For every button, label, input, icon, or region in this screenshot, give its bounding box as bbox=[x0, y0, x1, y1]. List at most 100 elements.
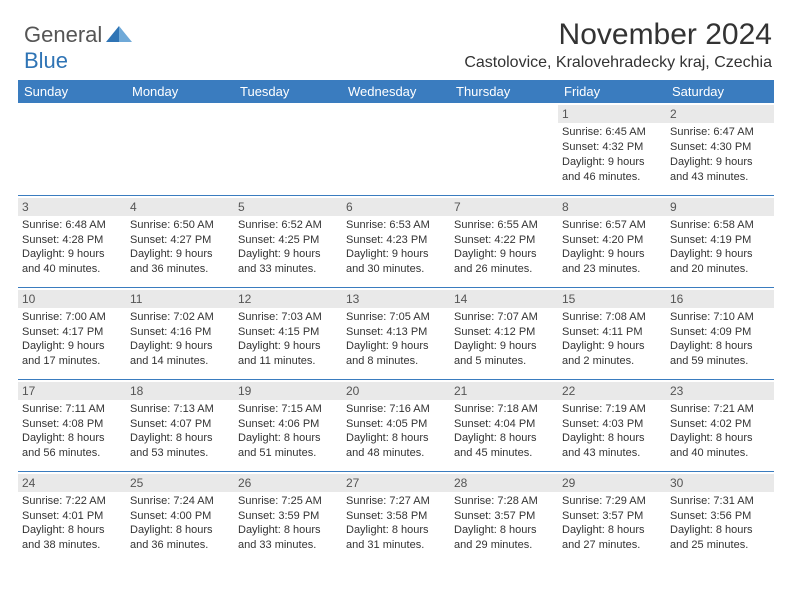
day-number: 7 bbox=[450, 198, 558, 216]
daylight-text: Daylight: 8 hours bbox=[130, 523, 230, 538]
calendar-cell: 10Sunrise: 7:00 AMSunset: 4:17 PMDayligh… bbox=[18, 287, 126, 379]
calendar-cell: 5Sunrise: 6:52 AMSunset: 4:25 PMDaylight… bbox=[234, 195, 342, 287]
daylight-text: Daylight: 8 hours bbox=[346, 431, 446, 446]
daylight-text: Daylight: 9 hours bbox=[562, 247, 662, 262]
day-number: 3 bbox=[18, 198, 126, 216]
day-number: 8 bbox=[558, 198, 666, 216]
col-fri: Friday bbox=[558, 80, 666, 103]
daylight-text: and 59 minutes. bbox=[670, 354, 770, 369]
sunset-text: Sunset: 3:59 PM bbox=[238, 509, 338, 524]
daylight-text: Daylight: 9 hours bbox=[562, 155, 662, 170]
calendar-cell: 22Sunrise: 7:19 AMSunset: 4:03 PMDayligh… bbox=[558, 379, 666, 471]
daylight-text: and 45 minutes. bbox=[454, 446, 554, 461]
day-number: 25 bbox=[126, 474, 234, 492]
daylight-text: and 36 minutes. bbox=[130, 262, 230, 277]
sunrise-text: Sunrise: 7:31 AM bbox=[670, 494, 770, 509]
sunrise-text: Sunrise: 7:29 AM bbox=[562, 494, 662, 509]
sunset-text: Sunset: 4:03 PM bbox=[562, 417, 662, 432]
location-text: Castolovice, Kralovehradecky kraj, Czech… bbox=[464, 54, 772, 72]
sunrise-text: Sunrise: 7:22 AM bbox=[22, 494, 122, 509]
day-number: 18 bbox=[126, 382, 234, 400]
daylight-text: Daylight: 8 hours bbox=[670, 339, 770, 354]
daylight-text: Daylight: 8 hours bbox=[670, 523, 770, 538]
sunrise-text: Sunrise: 7:25 AM bbox=[238, 494, 338, 509]
calendar-row: 17Sunrise: 7:11 AMSunset: 4:08 PMDayligh… bbox=[18, 379, 774, 471]
page-title: November 2024 bbox=[464, 18, 772, 52]
day-number: 23 bbox=[666, 382, 774, 400]
sunrise-text: Sunrise: 7:07 AM bbox=[454, 310, 554, 325]
daylight-text: and 36 minutes. bbox=[130, 538, 230, 553]
sunrise-text: Sunrise: 6:55 AM bbox=[454, 218, 554, 233]
sunset-text: Sunset: 4:23 PM bbox=[346, 233, 446, 248]
daylight-text: Daylight: 9 hours bbox=[238, 247, 338, 262]
daylight-text: and 40 minutes. bbox=[22, 262, 122, 277]
sunrise-text: Sunrise: 7:15 AM bbox=[238, 402, 338, 417]
triangle-icon bbox=[106, 24, 132, 49]
daylight-text: Daylight: 8 hours bbox=[562, 431, 662, 446]
calendar-cell: 28Sunrise: 7:28 AMSunset: 3:57 PMDayligh… bbox=[450, 471, 558, 563]
daylight-text: Daylight: 8 hours bbox=[454, 431, 554, 446]
daylight-text: and 33 minutes. bbox=[238, 262, 338, 277]
day-number: 29 bbox=[558, 474, 666, 492]
daylight-text: Daylight: 9 hours bbox=[238, 339, 338, 354]
calendar-cell: 27Sunrise: 7:27 AMSunset: 3:58 PMDayligh… bbox=[342, 471, 450, 563]
daylight-text: and 38 minutes. bbox=[22, 538, 122, 553]
sunrise-text: Sunrise: 7:13 AM bbox=[130, 402, 230, 417]
sunset-text: Sunset: 4:11 PM bbox=[562, 325, 662, 340]
calendar-row: 3Sunrise: 6:48 AMSunset: 4:28 PMDaylight… bbox=[18, 195, 774, 287]
calendar-cell: 4Sunrise: 6:50 AMSunset: 4:27 PMDaylight… bbox=[126, 195, 234, 287]
daylight-text: and 43 minutes. bbox=[670, 170, 770, 185]
sunset-text: Sunset: 3:57 PM bbox=[562, 509, 662, 524]
daylight-text: Daylight: 9 hours bbox=[22, 339, 122, 354]
calendar-cell: 9Sunrise: 6:58 AMSunset: 4:19 PMDaylight… bbox=[666, 195, 774, 287]
calendar-cell: 26Sunrise: 7:25 AMSunset: 3:59 PMDayligh… bbox=[234, 471, 342, 563]
daylight-text: Daylight: 9 hours bbox=[130, 247, 230, 262]
sunrise-text: Sunrise: 7:18 AM bbox=[454, 402, 554, 417]
daylight-text: and 2 minutes. bbox=[562, 354, 662, 369]
brand-part2: Blue bbox=[24, 48, 68, 73]
daylight-text: and 48 minutes. bbox=[346, 446, 446, 461]
daylight-text: Daylight: 8 hours bbox=[238, 431, 338, 446]
calendar-cell bbox=[450, 103, 558, 195]
header: General Blue November 2024 Castolovice, … bbox=[18, 18, 774, 74]
day-number: 12 bbox=[234, 290, 342, 308]
day-number: 16 bbox=[666, 290, 774, 308]
daylight-text: Daylight: 8 hours bbox=[22, 523, 122, 538]
calendar-cell bbox=[18, 103, 126, 195]
daylight-text: Daylight: 9 hours bbox=[346, 339, 446, 354]
day-number: 4 bbox=[126, 198, 234, 216]
day-number: 9 bbox=[666, 198, 774, 216]
calendar-table: Sunday Monday Tuesday Wednesday Thursday… bbox=[18, 80, 774, 563]
col-thu: Thursday bbox=[450, 80, 558, 103]
day-number: 22 bbox=[558, 382, 666, 400]
brand-part1: General bbox=[24, 22, 102, 47]
day-number: 24 bbox=[18, 474, 126, 492]
calendar-cell: 2Sunrise: 6:47 AMSunset: 4:30 PMDaylight… bbox=[666, 103, 774, 195]
day-number: 5 bbox=[234, 198, 342, 216]
sunset-text: Sunset: 4:27 PM bbox=[130, 233, 230, 248]
daylight-text: Daylight: 8 hours bbox=[22, 431, 122, 446]
daylight-text: and 11 minutes. bbox=[238, 354, 338, 369]
calendar-cell: 1Sunrise: 6:45 AMSunset: 4:32 PMDaylight… bbox=[558, 103, 666, 195]
col-tue: Tuesday bbox=[234, 80, 342, 103]
sunset-text: Sunset: 4:05 PM bbox=[346, 417, 446, 432]
calendar-cell: 23Sunrise: 7:21 AMSunset: 4:02 PMDayligh… bbox=[666, 379, 774, 471]
sunrise-text: Sunrise: 7:11 AM bbox=[22, 402, 122, 417]
daylight-text: and 25 minutes. bbox=[670, 538, 770, 553]
sunset-text: Sunset: 3:58 PM bbox=[346, 509, 446, 524]
sunset-text: Sunset: 4:15 PM bbox=[238, 325, 338, 340]
daylight-text: and 17 minutes. bbox=[22, 354, 122, 369]
col-mon: Monday bbox=[126, 80, 234, 103]
daylight-text: and 20 minutes. bbox=[670, 262, 770, 277]
daylight-text: Daylight: 8 hours bbox=[454, 523, 554, 538]
sunset-text: Sunset: 4:17 PM bbox=[22, 325, 122, 340]
daylight-text: and 14 minutes. bbox=[130, 354, 230, 369]
sunrise-text: Sunrise: 7:28 AM bbox=[454, 494, 554, 509]
sunrise-text: Sunrise: 7:16 AM bbox=[346, 402, 446, 417]
daylight-text: Daylight: 8 hours bbox=[562, 523, 662, 538]
daylight-text: Daylight: 8 hours bbox=[130, 431, 230, 446]
sunrise-text: Sunrise: 7:05 AM bbox=[346, 310, 446, 325]
daylight-text: Daylight: 8 hours bbox=[670, 431, 770, 446]
sunrise-text: Sunrise: 7:10 AM bbox=[670, 310, 770, 325]
sunset-text: Sunset: 3:57 PM bbox=[454, 509, 554, 524]
